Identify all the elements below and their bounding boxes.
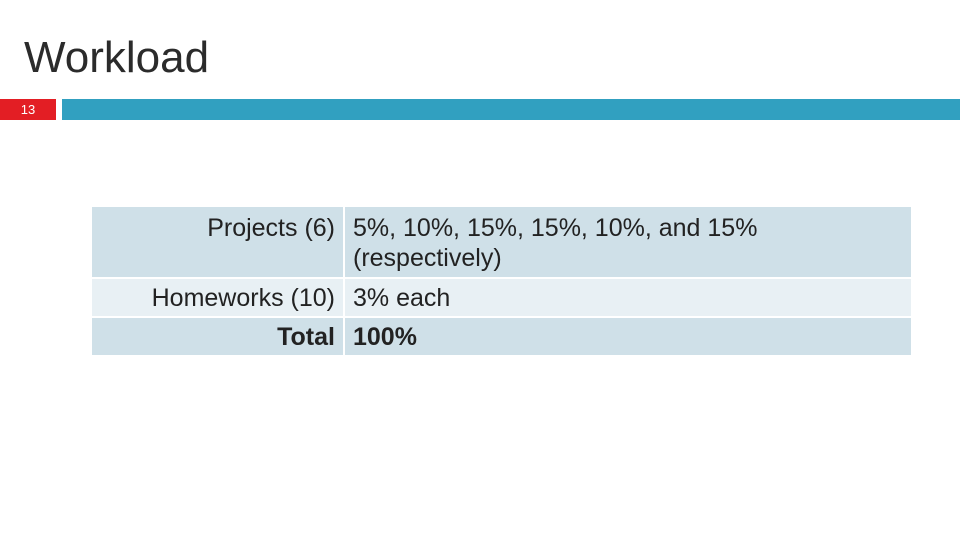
title-divider-bar — [62, 99, 960, 120]
table-row-total: Total 100% — [90, 316, 913, 357]
slide-title: Workload — [24, 33, 210, 82]
table-cell-value: 3% each — [343, 277, 913, 318]
table-cell-value: 5%, 10%, 15%, 15%, 10%, and 15% (respect… — [343, 205, 913, 279]
table-cell-label: Projects (6) — [90, 205, 345, 279]
workload-table: Projects (6) 5%, 10%, 15%, 15%, 10%, and… — [90, 205, 913, 357]
table-cell-label: Homeworks (10) — [90, 277, 345, 318]
slide-number-badge: 13 — [0, 99, 56, 120]
table-cell-label: Total — [90, 316, 345, 357]
table-row-projects: Projects (6) 5%, 10%, 15%, 15%, 10%, and… — [90, 205, 913, 279]
table-cell-value: 100% — [343, 316, 913, 357]
table-row-homeworks: Homeworks (10) 3% each — [90, 277, 913, 318]
